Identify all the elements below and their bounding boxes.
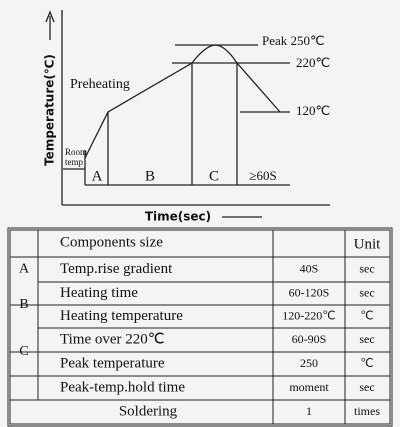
cell-text: sec	[359, 332, 374, 346]
cell-text: sec	[359, 285, 374, 299]
cell-text: 120-220℃	[282, 308, 335, 322]
x-axis-label: Time(sec)	[145, 210, 211, 224]
cell-text: B	[19, 297, 28, 312]
y-axis-label: Temperature(℃)	[43, 54, 57, 166]
phase-label: A	[92, 168, 103, 184]
level-label: Peak 250℃	[262, 33, 325, 48]
room-label: Room	[65, 147, 87, 157]
cell-text: 60-120S	[289, 285, 330, 299]
cell-text: Time over 220℃	[60, 331, 165, 347]
cell-text: Heating time	[60, 285, 138, 301]
cell-text: 1	[306, 404, 312, 418]
level-label: 220℃	[296, 55, 330, 70]
cell-text: Peak temperature	[60, 355, 165, 371]
cell-text: 60-90S	[292, 332, 327, 346]
cell-text: A	[19, 262, 30, 277]
cell-text: times	[354, 404, 380, 418]
phase-label: C	[209, 168, 219, 184]
cell-text: ℃	[360, 308, 373, 322]
cell-text: ℃	[360, 356, 373, 370]
cell-text: C	[19, 344, 28, 359]
cell-text: 40S	[300, 261, 319, 275]
table-border	[9, 229, 391, 425]
cell-text: Soldering	[119, 403, 178, 419]
phase-label: B	[145, 168, 155, 184]
preheating-label: Preheating	[70, 77, 130, 92]
cell-text: Components size	[60, 234, 163, 250]
arrow-head	[45, 10, 55, 23]
cell-text: sec	[359, 380, 374, 394]
cell-text: Heating temperature	[60, 308, 183, 324]
table-border	[7, 227, 393, 427]
cell-text: Temp.rise gradient	[60, 261, 173, 277]
cell-text: Peak-temp.hold time	[60, 379, 185, 395]
phase-label: ≥60S	[249, 168, 276, 183]
level-label: 120℃	[296, 103, 330, 118]
table: Components size Unit A B C Temp.rise gradient…	[7, 227, 393, 427]
room-label: temp	[65, 157, 83, 167]
profile-curve	[84, 44, 281, 159]
cell-text: Unit	[354, 236, 382, 252]
cell-text: 250	[300, 356, 318, 370]
cell-text: moment	[289, 380, 329, 394]
profile-diagram: Temperature(℃) Time(sec) Room temp Peak …	[43, 10, 330, 224]
cell-text: sec	[359, 261, 374, 275]
